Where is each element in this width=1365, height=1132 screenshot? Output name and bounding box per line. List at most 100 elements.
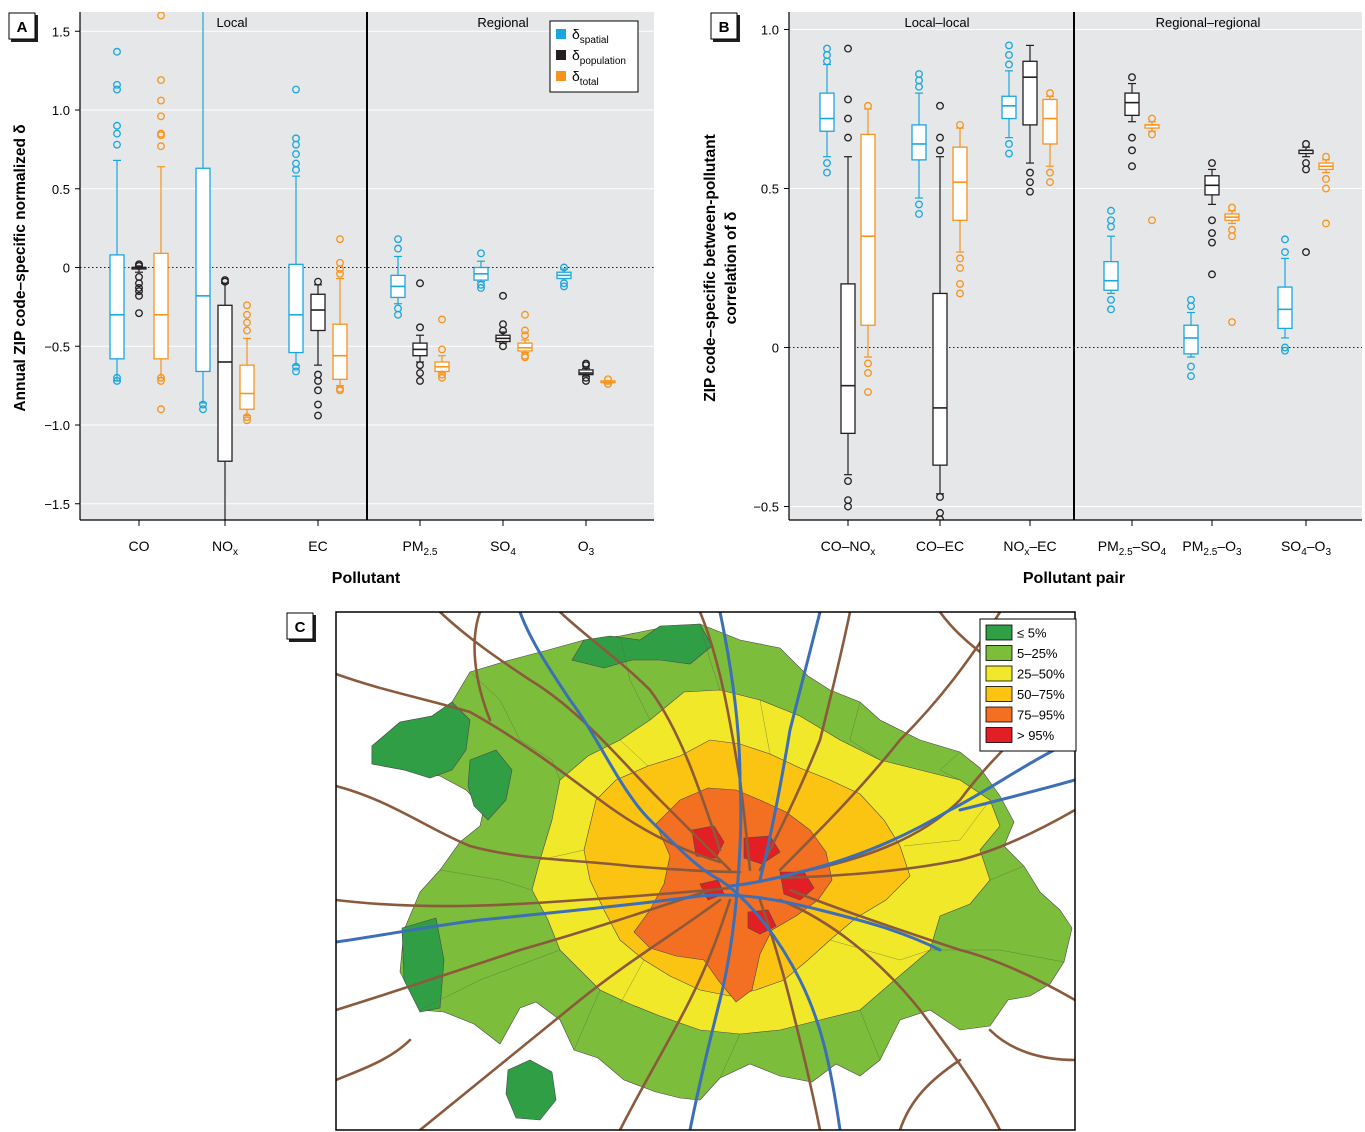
outlier-point (113, 80, 121, 89)
outlier-point (936, 515, 944, 520)
x-tick-label: NOx (212, 538, 238, 558)
iqr-box (1183, 324, 1199, 355)
outlier-point (477, 284, 485, 292)
outlier-point (915, 200, 923, 209)
outlier-point (1302, 248, 1310, 257)
outlier-point (438, 373, 446, 382)
series-population (840, 44, 1314, 520)
panel-a-letter-badge: A (8, 12, 38, 42)
outlier-point (956, 279, 964, 288)
outlier-point (1046, 89, 1054, 98)
y-tick-label: 0 (63, 261, 70, 276)
box-total (860, 101, 876, 396)
outlier-point (113, 47, 121, 56)
box-spatial (1103, 206, 1119, 314)
box-spatial (288, 85, 304, 376)
outlier-point (1322, 219, 1330, 228)
box-population (1298, 140, 1314, 257)
outlier-point (1208, 229, 1216, 237)
outlier-point (221, 277, 229, 286)
series-total (860, 89, 1334, 396)
outlier-point (521, 310, 529, 319)
outlier-point (604, 380, 612, 388)
panel-a-letter: A (17, 19, 28, 36)
outlier-point (292, 367, 300, 376)
outlier-point (864, 101, 872, 110)
outlier-point (243, 301, 251, 310)
iqr-box (109, 254, 125, 360)
panel-a-section-local: Local (216, 15, 247, 30)
y-tick-label: −0.5 (44, 339, 70, 354)
x-tick-label: SO4 (490, 538, 516, 558)
outlier-point (1148, 130, 1156, 139)
iqr-box (840, 283, 856, 435)
iqr-box (819, 92, 835, 132)
outlier-point (394, 244, 402, 253)
outlier-point (199, 405, 207, 414)
outlier-point (157, 405, 165, 414)
iqr-box (310, 293, 326, 332)
outlier-point (157, 12, 165, 20)
map-zone-le-5-nw (371, 701, 471, 779)
outlier-point (1046, 178, 1054, 187)
outlier-point (157, 373, 165, 382)
y-tick-label: −1.5 (44, 497, 70, 512)
y-tick-label: 0.5 (52, 182, 70, 197)
outlier-point (157, 376, 165, 385)
panel-b-section-local: Local–local (904, 15, 969, 30)
x-tick-label: PM2.5–O3 (1182, 538, 1242, 558)
map-zone-le-5-nw2 (467, 749, 513, 821)
outlier-point (416, 323, 424, 332)
outlier-point (135, 284, 143, 292)
panel-b-x-label: Pollutant pair (1023, 570, 1125, 587)
outlier-point (438, 345, 446, 354)
outlier-point (1187, 295, 1195, 304)
box-spatial (1277, 235, 1293, 355)
box-population (310, 277, 326, 420)
outlier-point (823, 159, 831, 168)
outlier-point (915, 70, 923, 78)
map-zone-le-5-ne (571, 623, 713, 669)
outlier-point (1005, 50, 1013, 59)
outlier-point (314, 400, 322, 409)
outlier-point (936, 146, 944, 155)
legend-label: 50–75% (1017, 687, 1065, 702)
outlier-point (336, 265, 344, 274)
iqr-box (195, 167, 211, 373)
series-total (153, 12, 616, 425)
legend-swatch-spatial (556, 29, 566, 39)
panel-c-legend: ≤ 5% 5–25% 25–50% 50–75% 75–95% > 95% (979, 618, 1077, 752)
legend-label-total: δtotal (572, 68, 599, 88)
iqr-box (239, 364, 255, 410)
outlier-point (314, 411, 322, 420)
outlier-point (1128, 146, 1136, 155)
box-population (1204, 159, 1220, 279)
y-tick-label: −0.5 (753, 500, 779, 515)
outlier-point (113, 85, 121, 94)
outlier-point (1187, 362, 1195, 371)
legend-label: 5–25% (1017, 646, 1058, 661)
outlier-point (844, 502, 852, 511)
box-population (1124, 73, 1140, 171)
iqr-box (217, 304, 233, 462)
outlier-point (956, 254, 964, 263)
outlier-point (199, 400, 207, 409)
box-spatial (556, 263, 572, 291)
outlier-point (243, 318, 251, 327)
outlier-point (1281, 346, 1289, 355)
outlier-point (135, 287, 143, 296)
panel-c-letter: C (295, 619, 306, 636)
map-zone-le-5-w (401, 917, 445, 1013)
outlier-point (1026, 187, 1034, 196)
panel-a: Local Regional 1.5 1.0 0.5 0 −0.5 −1.0 −1.5 CO… (8, 12, 654, 587)
legend-swatch (985, 727, 1013, 743)
box-total (517, 310, 533, 362)
box-spatial (1001, 41, 1017, 158)
iqr-box (1277, 286, 1293, 330)
outlier-point (823, 168, 831, 177)
panel-b: Local–local Regional–regional 1.0 0.5 0 −0.… (702, 12, 1362, 587)
map (336, 612, 1075, 1130)
outlier-point (1026, 168, 1034, 177)
outlier-point (314, 277, 322, 286)
